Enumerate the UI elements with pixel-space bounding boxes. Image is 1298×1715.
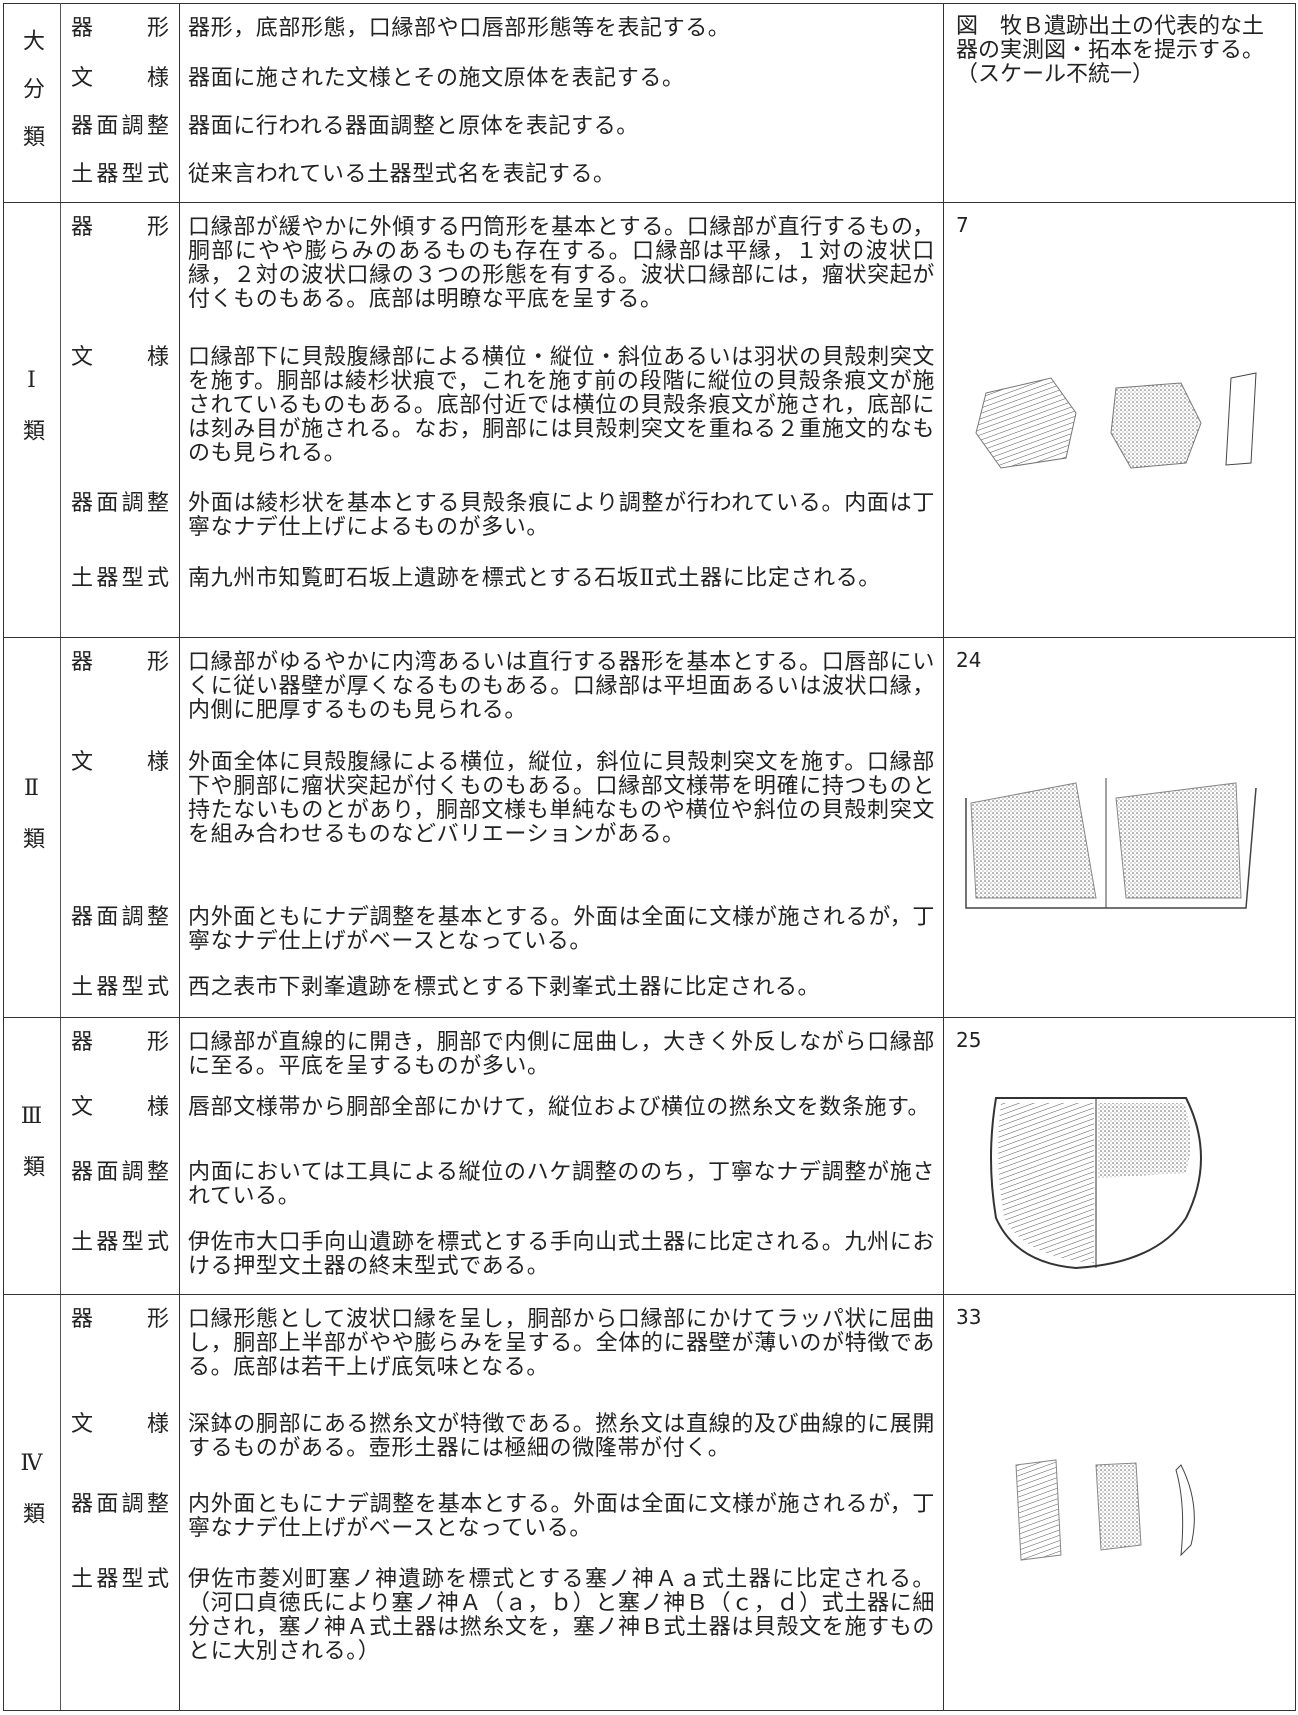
table-row: Ⅲ類 器形 口縁部が直線的に開き，胴部で内側に屈曲し，大きく外反しながら口縁部に至る… <box>3 1017 1296 1295</box>
group-label: Ⅰ類 <box>20 368 45 467</box>
description: 口縁部下に貝殻腹縁部による横位・縦位・斜位あるいは羽状の貝殻刺突文を施す。胴部は… <box>179 332 944 479</box>
description: 深鉢の胴部にある撚糸文が特徴である。撚糸文は直線的及び曲線的に展開するものがある… <box>179 1399 944 1480</box>
description: 南九州市知覧町石坂上遺跡を標式とする石坂Ⅱ式土器に比定される。 <box>179 553 944 638</box>
table-row: 文様 深鉢の胴部にある撚糸文が特徴である。撚糸文は直線的及び曲線的に展開するものが… <box>4 1399 1296 1480</box>
description: 伊佐市大口手向山遺跡を標式とする手向山式土器に比定される。九州における押型文土器… <box>179 1217 944 1295</box>
table-row: 文様 唇部文様帯から胴部全部にかけて，縦位および横位の撚糸文を数条施す。 <box>4 1082 1296 1148</box>
description: 外面は綾杉状を基本とする貝殻条痕により調整が行われている。内面は丁寧なナデ仕上げ… <box>179 478 944 554</box>
description: 器形，底部形態，口縁部や口唇部形態等を表記する。 <box>179 3 944 54</box>
group-label: 大分類 <box>20 28 45 173</box>
attribute-label: 器面調整 <box>60 1479 180 1555</box>
pottery-sketch <box>965 778 1257 909</box>
attribute-label: 器面調整 <box>60 101 180 150</box>
pottery-sketch <box>975 372 1257 469</box>
table-row: Ⅳ類 器形 口縁形態として波状口縁を呈し，胴部から口縁部にかけてラッパ状に屈曲し，胴… <box>3 1294 1296 1711</box>
table-row: 器面調整 外面は綾杉状を基本とする貝殻条痕により調整が行われている。内面は丁寧なナ… <box>4 478 1296 554</box>
group-cell: Ⅳ類 <box>3 1294 61 1711</box>
description: 唇部文様帯から胴部全部にかけて，縦位および横位の撚糸文を数条施す。 <box>179 1082 944 1148</box>
table-row: 大分類 器形 器形，底部形態，口縁部や口唇部形態等を表記する。図 牧Ｂ遺跡出土の代表… <box>3 3 1296 203</box>
figure-caption: 図 牧Ｂ遺跡出土の代表的な土器の実測図・拓本を提示する。（スケール不統一） <box>956 13 1265 86</box>
description: 内面においては工具による縦位のハケ調整ののち，丁寧なナデ調整が施されている。 <box>179 1147 944 1218</box>
figure-number: 24 <box>956 648 982 672</box>
table-row: Ⅰ類 器形 口縁部が緩やかに外傾する円筒形を基本とする。口縁部が直行するもの，胴部に… <box>3 202 1296 638</box>
figure-cell: 25 <box>943 1017 1296 1295</box>
attribute-label: 器形 <box>60 1017 180 1083</box>
table-row: 文様 器面に施された文様とその施文原体を表記する。 <box>4 53 1296 102</box>
figure-number: 7 <box>956 213 969 237</box>
table-row: 器面調整 内面においては工具による縦位のハケ調整ののち，丁寧なナデ調整が施されてい… <box>4 1147 1296 1218</box>
group-cell: Ⅲ類 <box>3 1017 61 1295</box>
attribute-label: 文様 <box>60 737 180 893</box>
table-row: 器面調整 内外面ともにナデ調整を基本とする。外面は全面に文様が施されるが，丁寧なナ… <box>4 892 1296 963</box>
attribute-label: 文様 <box>60 1399 180 1480</box>
attribute-label: 土器型式 <box>60 1217 180 1295</box>
table-row: 器面調整 器面に行われる器面調整と原体を表記する。 <box>4 101 1296 150</box>
group-label: Ⅳ類 <box>20 1450 45 1550</box>
group-label: Ⅲ類 <box>20 1104 45 1203</box>
figure-cell: 24 <box>943 637 1296 1018</box>
attribute-label: 器形 <box>60 1294 180 1400</box>
description: 器面に行われる器面調整と原体を表記する。 <box>179 101 944 150</box>
figure-number: 25 <box>956 1028 982 1052</box>
group-label: Ⅱ類 <box>20 775 45 875</box>
attribute-label: 器面調整 <box>60 478 180 554</box>
description: 外面全体に貝殻腹縁による横位，縦位，斜位に貝殻刺突文を施す。口縁部下や胴部に瘤状… <box>179 737 944 893</box>
description: 口縁部が緩やかに外傾する円筒形を基本とする。口縁部が直行するもの，胴部にやや膨ら… <box>179 202 944 333</box>
attribute-label: 器形 <box>60 3 180 54</box>
attribute-label: 器面調整 <box>60 892 180 963</box>
table-row: 土器型式 南九州市知覧町石坂上遺跡を標式とする石坂Ⅱ式土器に比定される。 <box>4 553 1296 638</box>
description: 内外面ともにナデ調整を基本とする。外面は全面に文様が施されるが，丁寧なナデ仕上げ… <box>179 892 944 963</box>
table-row: 土器型式 伊佐市菱刈町塞ノ神遺跡を標式とする塞ノ神Ａａ式土器に比定される。（河口貞… <box>4 1554 1296 1711</box>
attribute-label: 土器型式 <box>60 1554 180 1711</box>
attribute-label: 器面調整 <box>60 1147 180 1218</box>
table-row: 土器型式 西之表市下剥峯遺跡を標式とする下剥峯式土器に比定される。 <box>4 962 1296 1018</box>
attribute-label: 器形 <box>60 202 180 333</box>
description: 口縁形態として波状口縁を呈し，胴部から口縁部にかけてラッパ状に屈曲し，胴部上半部… <box>179 1294 944 1400</box>
attribute-label: 文様 <box>60 1082 180 1148</box>
description: 器面に施された文様とその施文原体を表記する。 <box>179 53 944 102</box>
attribute-label: 文様 <box>60 332 180 479</box>
figure-cell: 図 牧Ｂ遺跡出土の代表的な土器の実測図・拓本を提示する。（スケール不統一） <box>943 3 1296 203</box>
attribute-label: 文様 <box>60 53 180 102</box>
classification-table: 大分類 器形 器形，底部形態，口縁部や口唇部形態等を表記する。図 牧Ｂ遺跡出土の代表… <box>3 3 1296 1711</box>
attribute-label: 土器型式 <box>60 149 180 203</box>
attribute-label: 土器型式 <box>60 962 180 1018</box>
table-row: 土器型式 伊佐市大口手向山遺跡を標式とする手向山式土器に比定される。九州における押… <box>4 1217 1296 1295</box>
figure-cell: 7 <box>943 202 1296 638</box>
group-cell: 大分類 <box>3 3 61 203</box>
description: 口縁部がゆるやかに内湾あるいは直行する器形を基本とする。口唇部にいくに従い器壁が… <box>179 637 944 738</box>
figure-cell: 33 <box>943 1294 1296 1711</box>
pottery-sketch <box>990 1097 1202 1270</box>
description: 西之表市下剥峯遺跡を標式とする下剥峯式土器に比定される。 <box>179 962 944 1018</box>
group-cell: Ⅰ類 <box>3 202 61 638</box>
description: 口縁部が直線的に開き，胴部で内側に屈曲し，大きく外反しながら口縁部に至る。平底を… <box>179 1017 944 1083</box>
description: 内外面ともにナデ調整を基本とする。外面は全面に文様が施されるが，丁寧なナデ仕上げ… <box>179 1479 944 1555</box>
description: 伊佐市菱刈町塞ノ神遺跡を標式とする塞ノ神Ａａ式土器に比定される。（河口貞徳氏によ… <box>179 1554 944 1711</box>
group-cell: Ⅱ類 <box>3 637 61 1018</box>
table-row: 器面調整 内外面ともにナデ調整を基本とする。外面は全面に文様が施されるが，丁寧なナ… <box>4 1479 1296 1555</box>
table-row: 土器型式 従来言われている土器型式名を表記する。 <box>4 149 1296 203</box>
table-row: 文様 口縁部下に貝殻腹縁部による横位・縦位・斜位あるいは羽状の貝殻刺突文を施す。胴… <box>4 332 1296 479</box>
description: 従来言われている土器型式名を表記する。 <box>179 149 944 203</box>
table-row: Ⅱ類 器形 口縁部がゆるやかに内湾あるいは直行する器形を基本とする。口唇部にいくに従… <box>3 637 1296 1018</box>
pottery-sketch <box>1015 1459 1195 1561</box>
figure-number: 33 <box>956 1305 982 1329</box>
attribute-label: 器形 <box>60 637 180 738</box>
table-body: 大分類 器形 器形，底部形態，口縁部や口唇部形態等を表記する。図 牧Ｂ遺跡出土の代表… <box>3 3 1296 1711</box>
attribute-label: 土器型式 <box>60 553 180 638</box>
table-row: 文様 外面全体に貝殻腹縁による横位，縦位，斜位に貝殻刺突文を施す。口縁部下や胴部に… <box>4 737 1296 893</box>
